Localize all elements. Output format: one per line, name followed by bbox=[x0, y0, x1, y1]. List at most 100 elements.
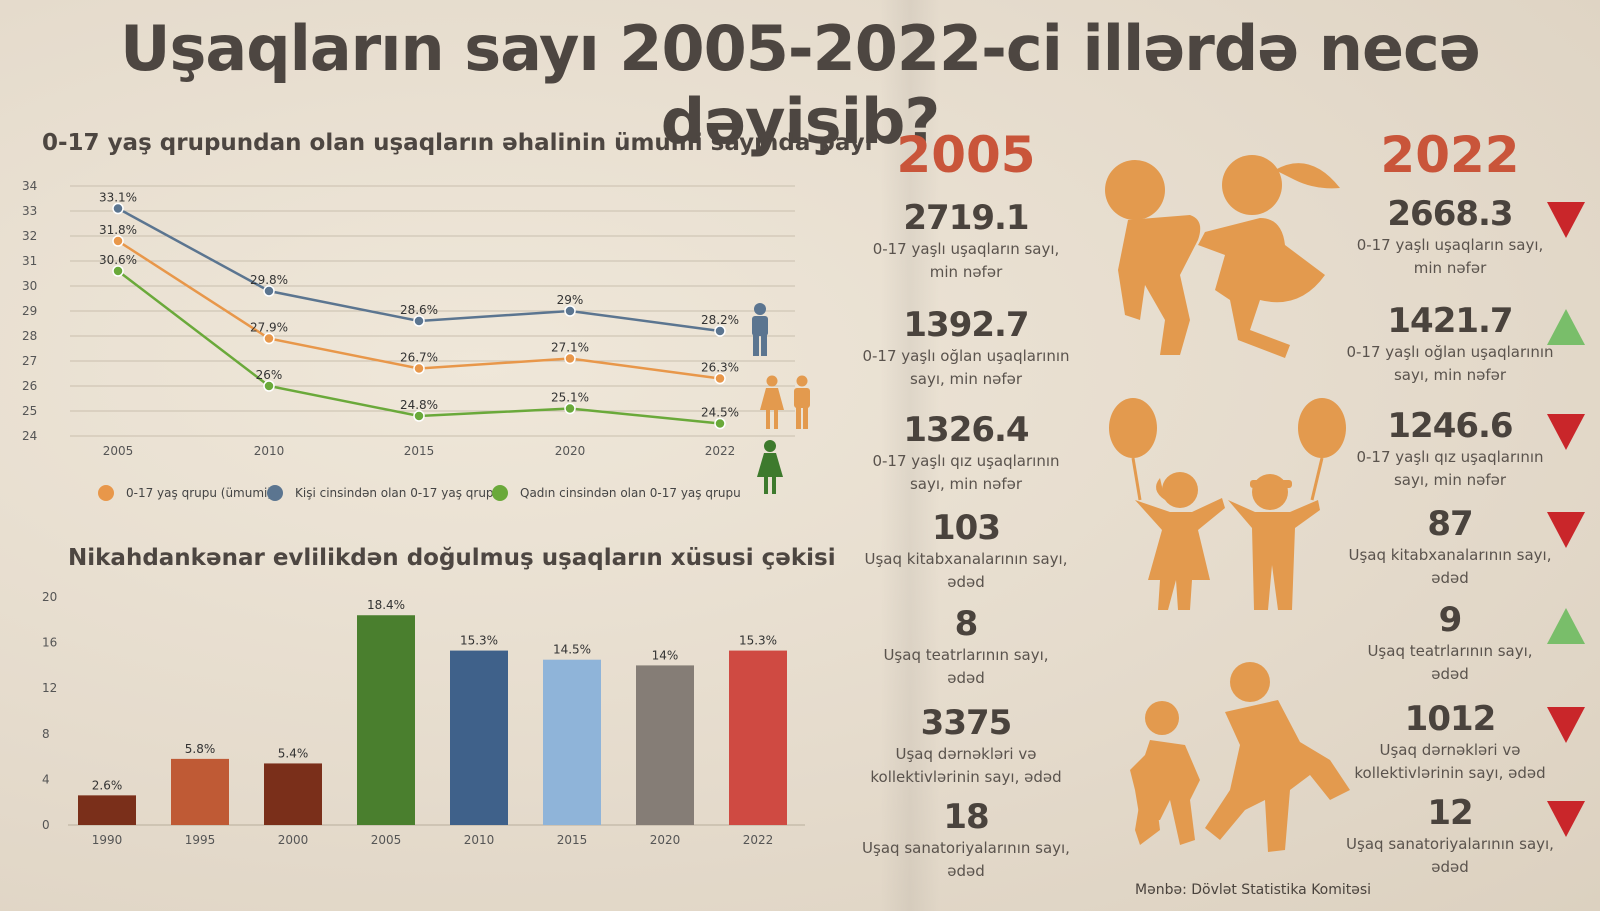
data-label: 30.6% bbox=[99, 253, 137, 267]
data-point bbox=[263, 332, 275, 345]
data-label: 31.8% bbox=[99, 223, 137, 237]
stat-2022: 1421.7 0-17 yaşlı oğlan uşaqlarının sayı, … bbox=[1345, 301, 1555, 387]
x-tick-label: 2022 bbox=[743, 833, 774, 847]
data-label: 28.2% bbox=[701, 313, 739, 327]
stat-description: ədəd bbox=[947, 669, 985, 687]
stat-value: 2668.3 bbox=[1387, 194, 1513, 234]
data-point bbox=[112, 265, 124, 277]
stat-value: 1012 bbox=[1404, 699, 1497, 739]
data-point bbox=[564, 402, 576, 415]
stat-description: Uşaq teatrlarının sayı, bbox=[883, 646, 1049, 664]
stat-description: Uşaq kitabxanalarının sayı, bbox=[864, 550, 1068, 568]
x-tick-label: 2005 bbox=[103, 444, 134, 458]
stat-description: min nəfər bbox=[929, 263, 1003, 281]
male-person-icon bbox=[794, 375, 810, 429]
stat-description: min nəfər bbox=[1413, 259, 1487, 277]
data-label: 26.7% bbox=[400, 351, 438, 365]
data-point bbox=[564, 305, 576, 317]
year-2022-heading: 2022 bbox=[1380, 126, 1520, 184]
stat-2005: 2719.1 0-17 yaşlı uşaqların sayı, min nəfə… bbox=[861, 198, 1071, 284]
x-tick-label: 2000 bbox=[278, 833, 309, 847]
stat-2022: 87 Uşaq kitabxanalarının sayı, ədəd bbox=[1345, 504, 1555, 590]
y-tick-label: 4 bbox=[42, 772, 50, 786]
arrow-down-icon bbox=[1547, 801, 1585, 837]
stat-description: Uşaq dərnəkləri və bbox=[895, 745, 1037, 763]
bar bbox=[450, 650, 508, 825]
stat-description: 0-17 yaşlı uşaqların sayı, bbox=[1356, 236, 1544, 254]
data-point bbox=[413, 315, 425, 327]
bar-value-label: 5.4% bbox=[278, 746, 309, 760]
y-tick-label: 34 bbox=[22, 179, 37, 193]
stat-description: sayı, min nəfər bbox=[909, 475, 1023, 493]
data-label: 33.1% bbox=[99, 191, 137, 205]
legend-marker bbox=[98, 485, 114, 501]
data-point bbox=[714, 325, 726, 337]
y-tick-label: 20 bbox=[42, 590, 57, 604]
bar bbox=[171, 758, 229, 825]
stat-description: ədəd bbox=[1431, 665, 1469, 683]
legend-label: Kişi cinsindən olan 0-17 yaş qrupu bbox=[295, 486, 501, 500]
female-person-icon bbox=[757, 440, 783, 494]
line-chart-title: 0-17 yaş qrupundan olan uşaqların əhalin… bbox=[42, 130, 873, 156]
x-tick-label: 2015 bbox=[404, 444, 435, 458]
y-tick-label: 25 bbox=[22, 404, 37, 418]
x-tick-label: 1995 bbox=[185, 833, 216, 847]
y-tick-label: 33 bbox=[22, 204, 37, 218]
source-note: Mənbə: Dövlət Statistika Komitəsi bbox=[1135, 882, 1372, 898]
data-label: 26.3% bbox=[701, 361, 739, 375]
stat-value: 1326.4 bbox=[903, 410, 1029, 450]
paper-fold bbox=[880, 0, 940, 911]
y-tick-label: 0 bbox=[42, 818, 50, 832]
stat-value: 12 bbox=[1427, 793, 1473, 833]
stat-description: Uşaq dərnəkləri və bbox=[1379, 741, 1521, 759]
stat-description: ədəd bbox=[947, 862, 985, 880]
data-point bbox=[112, 235, 124, 247]
bar bbox=[729, 650, 787, 825]
legend-marker bbox=[492, 485, 508, 501]
y-tick-label: 32 bbox=[22, 229, 37, 243]
stat-description: 0-17 yaşlı oğlan uşaqlarının bbox=[862, 347, 1070, 365]
arrow-down-icon bbox=[1547, 512, 1585, 548]
stat-description: sayı, min nəfər bbox=[1393, 471, 1507, 489]
x-tick-label: 2020 bbox=[650, 833, 681, 847]
legend-marker bbox=[267, 485, 283, 501]
data-point bbox=[564, 352, 576, 365]
x-tick-label: 2005 bbox=[371, 833, 402, 847]
female-person-icon bbox=[760, 375, 784, 429]
data-label: 28.6% bbox=[400, 303, 438, 317]
stat-description: 0-17 yaşlı qız uşaqlarının bbox=[872, 452, 1060, 470]
children-balloons-icon bbox=[1109, 398, 1346, 610]
stat-value: 3375 bbox=[920, 703, 1013, 743]
data-point bbox=[263, 380, 275, 392]
bar-value-label: 18.4% bbox=[367, 598, 405, 612]
arrow-up-icon bbox=[1547, 608, 1585, 644]
x-tick-label: 2015 bbox=[557, 833, 588, 847]
bar bbox=[78, 795, 136, 825]
bar bbox=[636, 665, 694, 825]
stat-description: kollektivlərinin sayı, ədəd bbox=[1354, 764, 1546, 782]
arrow-down-icon bbox=[1547, 414, 1585, 450]
stat-description: sayı, min nəfər bbox=[909, 370, 1023, 388]
stat-description: ədəd bbox=[947, 573, 985, 591]
stat-2005: 103 Uşaq kitabxanalarının sayı, ədəd bbox=[861, 508, 1071, 594]
bar-value-label: 14.5% bbox=[553, 643, 591, 657]
stat-value: 8 bbox=[954, 604, 979, 644]
arrow-up-icon bbox=[1547, 309, 1585, 345]
y-tick-label: 12 bbox=[42, 681, 57, 695]
y-tick-label: 8 bbox=[42, 727, 50, 741]
stat-2005: 8 Uşaq teatrlarının sayı, ədəd bbox=[861, 604, 1071, 690]
stat-2022: 9 Uşaq teatrlarının sayı, ədəd bbox=[1345, 600, 1555, 686]
stat-2005: 3375 Uşaq dərnəkləri və kollektivlərinin s… bbox=[861, 703, 1071, 789]
data-point bbox=[263, 285, 275, 297]
legend-label: 0-17 yaş qrupu (ümumi) bbox=[126, 486, 272, 500]
y-tick-label: 28 bbox=[22, 329, 37, 343]
legend-label: Qadın cinsindən olan 0-17 yaş qrupu bbox=[520, 486, 741, 500]
stat-value: 87 bbox=[1427, 504, 1473, 544]
stat-description: ədəd bbox=[1431, 569, 1469, 587]
male-person-icon bbox=[752, 303, 768, 356]
data-label: 24.5% bbox=[701, 406, 739, 420]
bar-value-label: 14% bbox=[652, 648, 679, 662]
data-point bbox=[413, 410, 425, 422]
